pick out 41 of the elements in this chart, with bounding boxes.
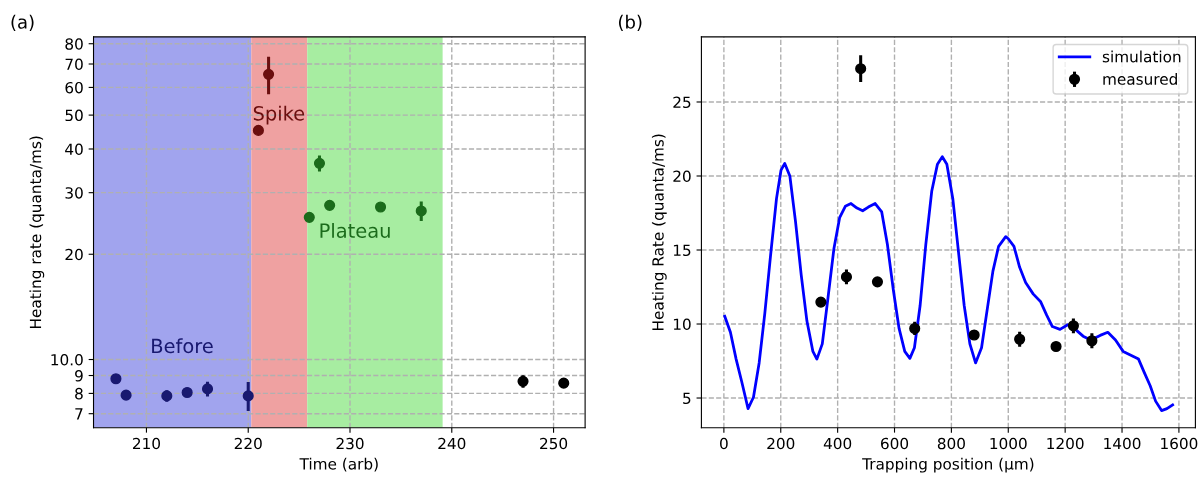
x-tick-label: 1200: [1047, 437, 1084, 450]
x-tick-label: 800: [937, 437, 965, 450]
y-tick-label: 20: [673, 170, 691, 183]
x-axis-title: Time (arb): [299, 457, 378, 472]
y-tick-label: 10.0: [51, 353, 83, 366]
x-tick-label: 250: [540, 437, 568, 450]
series-label: Plateau: [320, 222, 390, 238]
x-tick-label: 600: [881, 437, 909, 450]
x-tick-label: 200: [767, 437, 795, 450]
y-tick-label: 10: [673, 318, 691, 331]
x-tick-label: 400: [823, 437, 852, 450]
x-tick-label: 1600: [1161, 437, 1198, 450]
x-tick-label: 1000: [990, 437, 1027, 450]
y-tick-label: 9: [75, 369, 83, 382]
chart-title: (a): [11, 14, 34, 31]
legend-label: measured: [1103, 73, 1177, 85]
x-tick-label: 230: [336, 437, 364, 450]
y-tick-label: 60: [65, 81, 83, 94]
y-axis-title: Heating rate (quanta/ms): [29, 136, 45, 328]
chart-title: (b): [618, 14, 642, 31]
series-label: Spike: [253, 105, 305, 125]
y-tick-label: 40: [65, 143, 83, 156]
y-tick-label: 8: [75, 387, 83, 400]
x-tick-label: 210: [132, 437, 161, 450]
y-tick-label: 30: [65, 187, 83, 199]
y-tick-label: 5: [683, 392, 691, 405]
y-tick-label: 7: [75, 408, 83, 420]
y-axis-title: Heating Rate (quanta/ms): [651, 134, 667, 330]
y-tick-label: 20: [65, 248, 83, 261]
y-tick-label: 70: [65, 58, 83, 71]
y-tick-label: 80: [65, 38, 83, 50]
series-label: Before: [152, 338, 213, 354]
y-tick-label: 50: [65, 109, 83, 122]
y-tick-label: 15: [673, 244, 691, 257]
x-tick-label: 0: [720, 437, 728, 450]
x-tick-label: 240: [438, 437, 466, 450]
legend-label: simulation: [1102, 50, 1181, 63]
x-tick-label: 220: [234, 437, 262, 450]
x-axis-title: Trapping position (μm): [862, 457, 1034, 473]
y-tick-label: 25: [673, 96, 691, 109]
x-tick-label: 1400: [1104, 437, 1141, 450]
